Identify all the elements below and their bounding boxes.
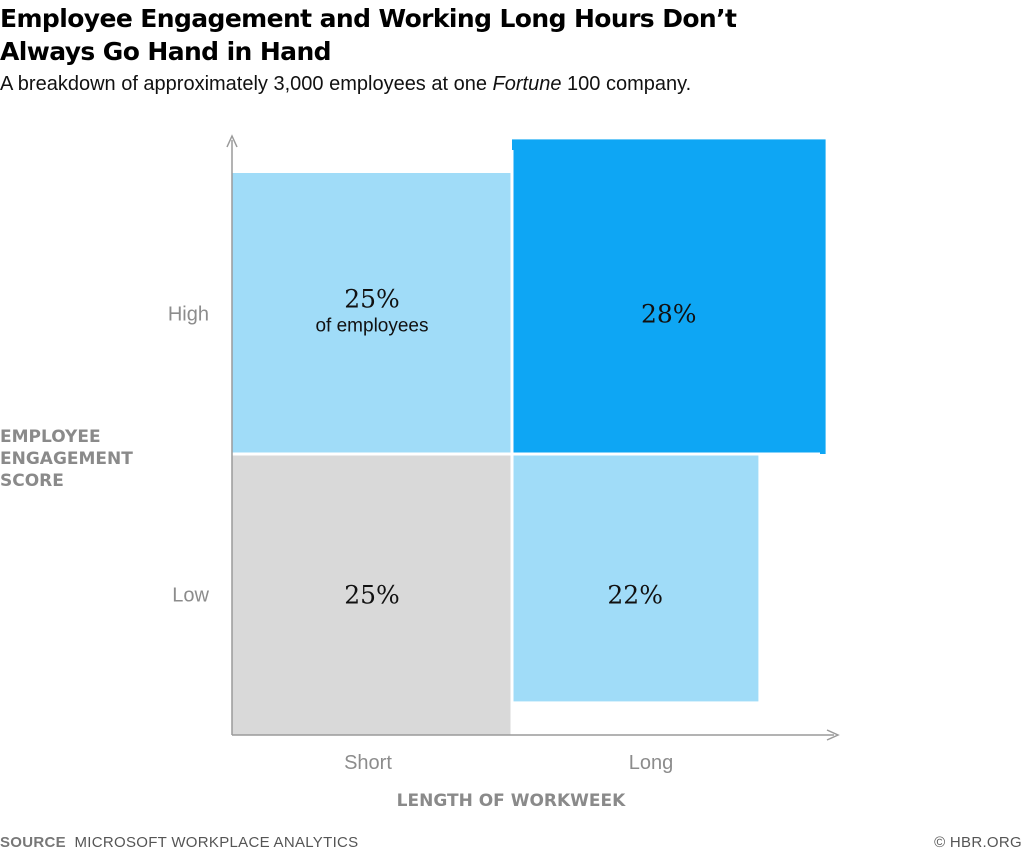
- cell-value-label: 25%: [344, 581, 400, 610]
- cell-short-low: [232, 454, 512, 735]
- x-tick-label: Short: [344, 752, 392, 774]
- source-label: SOURCE: [0, 834, 66, 851]
- x-axis-arrow: [826, 729, 840, 741]
- y-axis-title-line: ENGAGEMENT: [0, 449, 133, 469]
- cell-long-high: [512, 139, 826, 454]
- y-axis-title-line: SCORE: [0, 471, 64, 491]
- y-tick-label: High: [168, 304, 209, 326]
- cell-value-label: 28%: [641, 300, 697, 329]
- x-tick-label: Long: [629, 752, 674, 774]
- subtitle-text-end: 100 company.: [561, 73, 692, 95]
- x-axis-title: LENGTH OF WORKWEEK: [397, 791, 626, 811]
- chart-subtitle: A breakdown of approximately 3,000 emplo…: [0, 71, 691, 97]
- subtitle-emphasis: Fortune: [492, 73, 562, 95]
- cell-value-label: 22%: [607, 581, 663, 610]
- cell-sublabel: of employees: [315, 316, 428, 337]
- copyright-credit: © HBR.ORG: [934, 834, 1022, 851]
- source-text: MICROSOFT WORKPLACE ANALYTICS: [74, 834, 359, 851]
- y-tick-label: Low: [172, 585, 209, 607]
- cell-short-high: [232, 173, 512, 454]
- cell-value-label: 25%: [344, 285, 400, 314]
- subtitle-text: A breakdown of approximately 3,000 emplo…: [0, 73, 493, 95]
- y-axis-arrow: [226, 134, 238, 148]
- y-axis-title-line: EMPLOYEE: [0, 427, 101, 447]
- footer: SOURCE MICROSOFT WORKPLACE ANALYTICS © H…: [0, 834, 1024, 851]
- cell-long-low: [512, 454, 759, 702]
- chart-title: Employee Engagement and Working Long Hou…: [0, 4, 737, 66]
